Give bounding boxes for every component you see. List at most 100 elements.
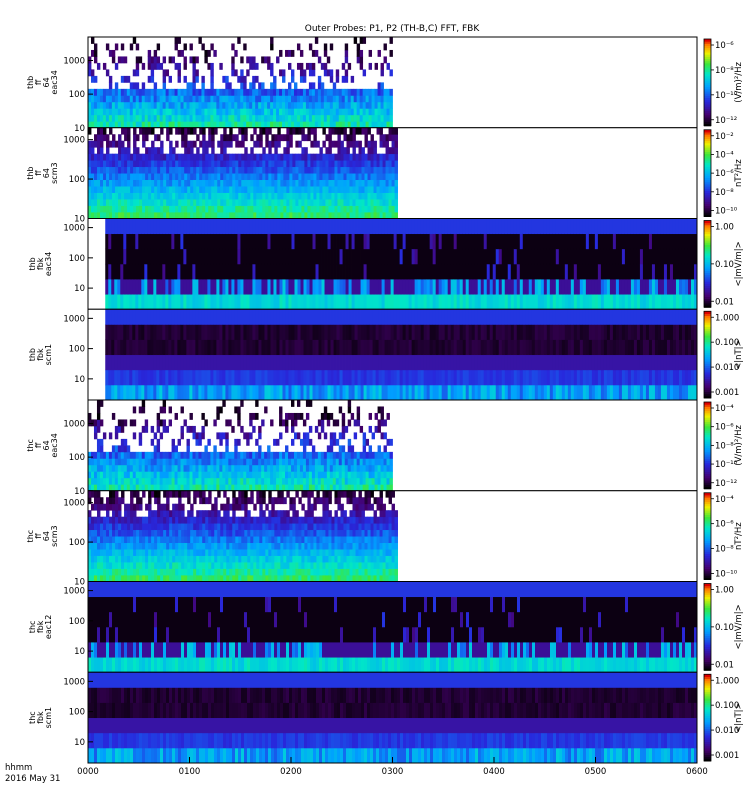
colorbar-label: nT²/Hz [734, 159, 744, 187]
colorbar-tick-label: 10⁻⁸ [715, 188, 734, 198]
y-tick-label: 10 [74, 578, 85, 588]
colorbar-label: <|mV/m|> [734, 604, 744, 649]
y-tick-label: 10 [74, 375, 85, 385]
colorbar-label: <|mV/m|> [734, 241, 744, 286]
colorbar-tick-label: 10⁻⁴ [715, 150, 734, 160]
colorbar-tick-label: 10⁻⁶ [715, 423, 734, 433]
colorbar: 1.00 0.10 0.01 <|mV/m|> [703, 220, 744, 308]
y-tick-label: 1000 [63, 420, 85, 430]
colorbar: 10⁻⁴ 10⁻⁶ 10⁻⁸ 10⁻¹⁰ 10⁻¹² (V/m)²/Hz [703, 401, 744, 490]
panel-ylabel: fbk [36, 711, 45, 724]
y-tick-label: 1000 [63, 677, 85, 687]
y-tick-label: 10 [74, 738, 85, 748]
y-tick-label: 100 [69, 453, 85, 463]
colorbar-tick-label: 1.000 [715, 676, 739, 686]
panel-ylabel: scm3 [50, 162, 59, 183]
panel-ylabel: thb [26, 76, 35, 89]
y-tick-label: 10 [74, 487, 85, 497]
y-tick-label: 100 [69, 90, 85, 100]
colorbar-tick-label: 10⁻⁸ [715, 441, 734, 451]
panel-ylabel: 64 [42, 531, 51, 541]
y-tick-label: 1000 [63, 499, 85, 509]
colorbar-tick-label: 10⁻¹⁰ [715, 460, 738, 470]
colorbar-label: (V/m)²/Hz [734, 424, 744, 465]
panel-ylabel: thc [26, 439, 35, 452]
colorbar-tick-label: 0.100 [715, 338, 739, 348]
colorbar: 1.000 0.100 0.010 0.001 <|nT|> [703, 310, 744, 399]
panel-thb-fbk-scm1: 1000 100 10 thb fbk scm1 1.000 0.100 0.010 0.001 <… [28, 308, 744, 401]
panel-ylabel: ff [34, 442, 43, 448]
spectrogram-image [105, 218, 698, 310]
colorbar-tick-label: 0.10 [715, 260, 734, 270]
spectrogram-image [88, 581, 698, 673]
colorbar-label: <|nT|> [734, 702, 744, 733]
colorbar-tick-label: 0.001 [715, 388, 739, 398]
y-tick-label: 1000 [63, 587, 85, 597]
colorbar-tick-label: 10⁻² [715, 132, 734, 142]
colorbar-tick-label: 1.00 [715, 223, 734, 233]
panel-thc-ff-scm3: 1000 100 10 thc ff 64 scm3 10⁻⁴ 10⁻⁶ 10⁻⁸ 10⁻¹⁰ nT²… [26, 490, 744, 588]
panel-thc-fbk-eac12: 1000 100 10 thc fbk eac12 1.00 0.10 0.01 <|mV/m|> [28, 581, 744, 673]
panel-ylabel: thb [28, 257, 37, 270]
chart-title: Outer Probes: P1, P2 (TH-B,C) FFT, FBK [305, 24, 481, 34]
y-tick-label: 100 [69, 538, 85, 548]
y-tick-label: 10 [74, 215, 85, 225]
colorbar-tick-label: 10⁻¹⁰ [715, 91, 738, 101]
colorbar-tick-label: 0.01 [715, 297, 734, 307]
panel-ylabel: 64 [42, 77, 51, 87]
panel-ylabel: scm3 [50, 525, 59, 546]
panel-thb-ff-eac34: 1000 100 10 thb ff 64 eac34 10⁻⁶ 10⁻⁸ 10⁻¹⁰ 10⁻¹² (… [26, 36, 744, 134]
y-tick-label: 1000 [63, 57, 85, 67]
colorbar-tick-label: 10⁻¹⁰ [715, 570, 738, 580]
colorbar-tick-label: 0.010 [715, 726, 739, 736]
colorbar-tick-label: 10⁻⁶ [715, 520, 734, 530]
x-tick-label: 0200 [280, 767, 302, 777]
colorbar-tick-label: 10⁻⁶ [715, 41, 734, 51]
colorbar-label: nT²/Hz [734, 522, 744, 550]
panel-ylabel: ff [34, 79, 43, 85]
panel-thc-fbk-scm1: 1000 100 10 thc fbk scm1 1.000 0.100 0.010 0.001 <… [28, 671, 744, 764]
colorbar-tick-label: 1.00 [715, 586, 734, 596]
colorbar-tick-label: 0.010 [715, 363, 739, 373]
panel-ylabel: fbk [36, 348, 45, 361]
panel-ylabel: thc [28, 621, 37, 634]
y-tick-label: 10 [74, 284, 85, 294]
colorbar: 10⁻⁶ 10⁻⁸ 10⁻¹⁰ 10⁻¹² (V/m)²/Hz [703, 38, 744, 127]
panel-ylabel: ff [34, 533, 43, 539]
colorbar: 1.000 0.100 0.010 0.001 <|nT|> [703, 673, 744, 762]
colorbar-label: (V/m)²/Hz [734, 61, 744, 102]
panel-ylabel: thb [28, 348, 37, 361]
x-tick-label: 0300 [382, 767, 404, 777]
panel-ylabel: eac12 [44, 615, 53, 639]
colorbar-tick-label: 1.000 [715, 313, 739, 323]
panel-ylabel: scm1 [44, 344, 53, 365]
colorbar-tick-label: 0.100 [715, 701, 739, 711]
colorbar-tick-label: 0.001 [715, 751, 739, 761]
spectrogram-image [88, 37, 393, 129]
spectrogram-image [88, 127, 398, 219]
x-tick-label: 0600 [686, 767, 708, 777]
x-tick-label: 0100 [179, 767, 201, 777]
panel-ylabel: thc [28, 711, 37, 724]
y-tick-label: 1000 [63, 224, 85, 234]
spectrogram-image [88, 672, 698, 764]
panel-ylabel: ff [34, 170, 43, 176]
x-tick-label: 0400 [483, 767, 505, 777]
colorbar: 10⁻² 10⁻⁴ 10⁻⁶ 10⁻⁸ 10⁻¹⁰ nT²/Hz [703, 129, 744, 217]
spectrogram-image [88, 400, 393, 492]
x-tick-label: 0500 [585, 767, 607, 777]
x-axis: 0000 0100 0200 0300 0400 0500 0600 [77, 757, 708, 777]
colorbar-tick-label: 0.10 [715, 623, 734, 633]
spectrogram-image [88, 490, 398, 582]
panel-ylabel: fbk [36, 257, 45, 270]
colorbar-tick-label: 0.01 [715, 660, 734, 670]
panel-ylabel: thb [26, 166, 35, 179]
colorbar-tick-label: 10⁻⁶ [715, 169, 734, 179]
y-tick-label: 10 [74, 647, 85, 657]
panel-ylabel: thc [26, 530, 35, 543]
panel-thb-ff-scm3: 1000 100 10 thb ff 64 scm3 10⁻² 10⁻⁴ 10⁻⁶ 10⁻⁸ 10⁻¹… [26, 127, 744, 225]
y-tick-label: 100 [69, 254, 85, 264]
spectrogram-image [105, 309, 698, 401]
